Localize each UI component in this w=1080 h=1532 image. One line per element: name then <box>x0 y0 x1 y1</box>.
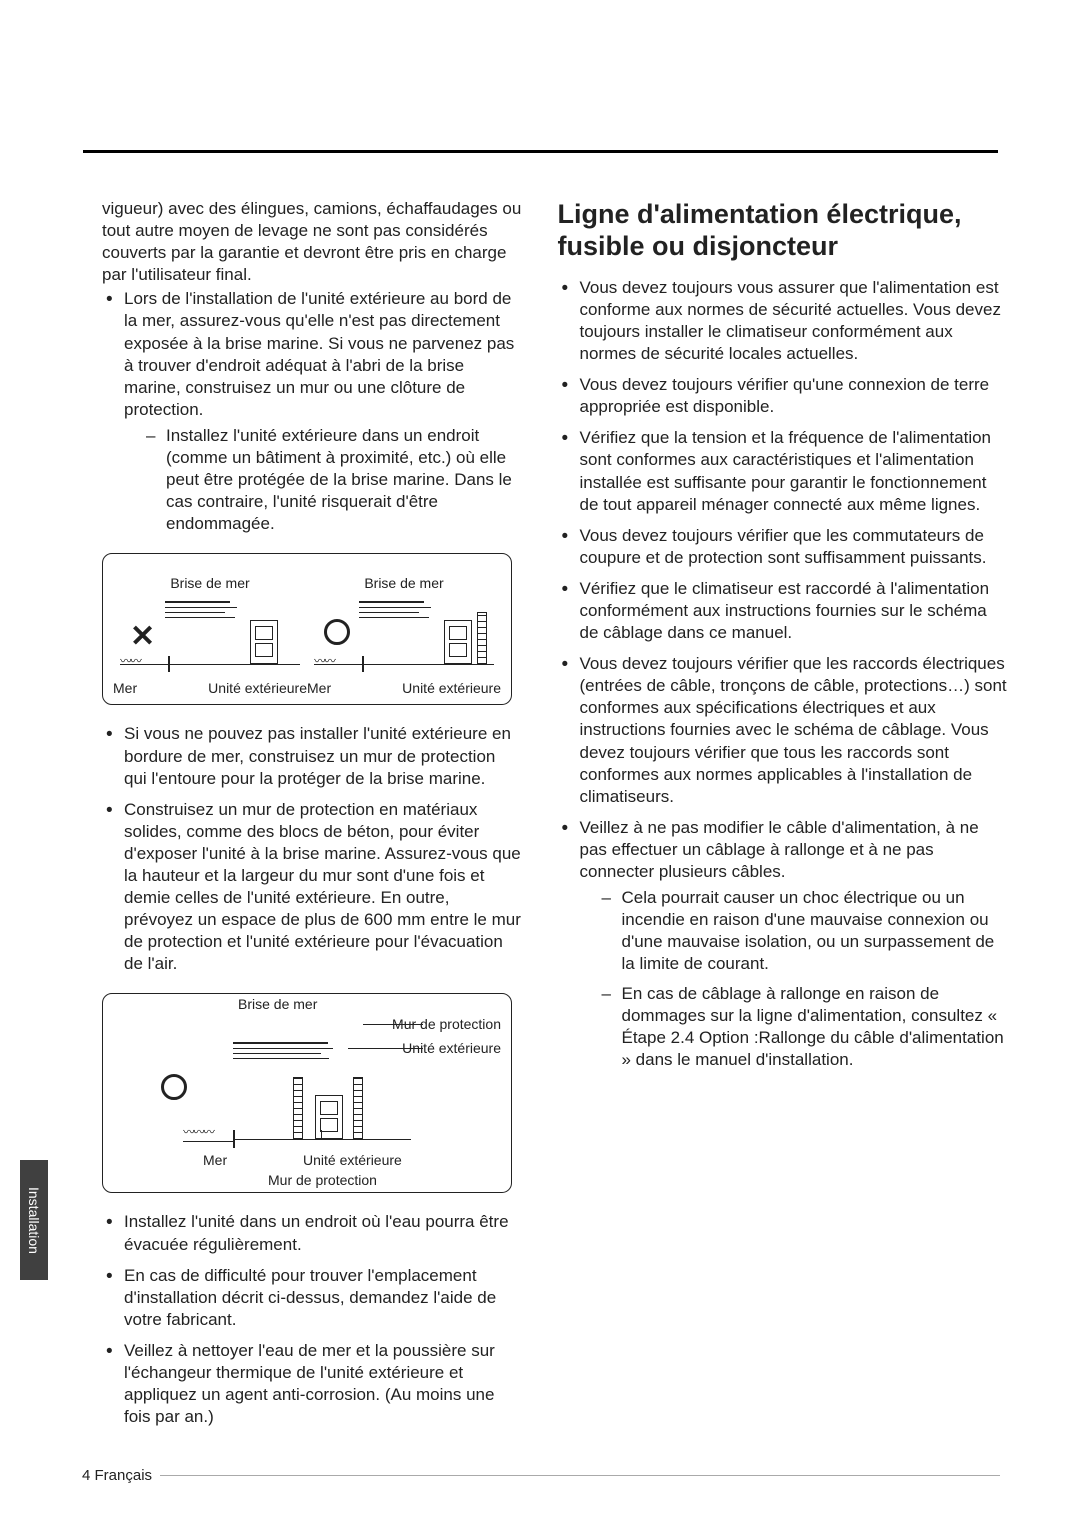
dash-item: En cas de câblage à rallonge en raison d… <box>602 983 1011 1071</box>
bullet-text: Lors de l'installation de l'unité extéri… <box>124 289 514 418</box>
section-tab-label: Installation <box>26 1187 42 1254</box>
content-columns: vigueur) avec des élingues, camions, éch… <box>70 198 1010 1437</box>
wind-lines-icon <box>165 601 235 622</box>
outdoor-unit-icon <box>250 620 278 664</box>
bullet-item: Vous devez toujours vérifier qu'une conn… <box>558 374 1011 418</box>
right-column: Ligne d'alimentation électrique, fusible… <box>558 198 1011 1437</box>
bullet-item: Veillez à nettoyer l'eau de mer et la po… <box>102 1340 523 1428</box>
bullet-item: Installez l'unité dans un endroit où l'e… <box>102 1211 523 1255</box>
dash-item: Installez l'unité extérieure dans un end… <box>146 425 523 535</box>
protection-wall-icon <box>353 1077 363 1139</box>
left-bullets-1: Lors de l'installation de l'unité extéri… <box>70 288 523 535</box>
wind-lines-icon <box>359 601 429 622</box>
bullet-item: Si vous ne pouvez pas installer l'unité … <box>102 723 523 789</box>
label-brise: Brise de mer <box>170 575 249 591</box>
protection-wall-icon <box>477 612 487 664</box>
left-dash-1: Installez l'unité extérieure dans un end… <box>124 425 523 535</box>
bullet-item: En cas de difficulté pour trouver l'empl… <box>102 1265 523 1331</box>
page-footer: 4 Français <box>82 1467 152 1484</box>
bullet-item: Veillez à ne pas modifier le câble d'ali… <box>558 817 1011 1071</box>
bullet-item: Vous devez toujours vérifier que les rac… <box>558 653 1011 808</box>
sea-icon: 〰〰 <box>314 655 362 665</box>
bullet-text: Veillez à ne pas modifier le câble d'ali… <box>580 818 979 881</box>
outdoor-unit-icon <box>444 620 472 664</box>
outdoor-unit-icon <box>315 1095 343 1139</box>
label-brise: Brise de mer <box>364 575 443 591</box>
label-mur: Mur de protection <box>268 1172 377 1188</box>
bullet-item: Vous devez toujours vérifier que les com… <box>558 525 1011 569</box>
section-heading: Ligne d'alimentation électrique, fusible… <box>558 198 1011 263</box>
bullet-item: Lors de l'installation de l'unité extéri… <box>102 288 523 535</box>
sea-icon: 〰〰 <box>120 655 168 665</box>
bullet-item: Vous devez toujours vous assurer que l'a… <box>558 277 1011 365</box>
circle-mark-icon <box>324 619 350 645</box>
page-number: 4 <box>82 1467 90 1484</box>
label-unit: Unité extérieure <box>402 680 501 696</box>
label-unit: Unité extérieure <box>208 680 307 696</box>
sea-icon: 〰〰〰 <box>183 1123 233 1142</box>
diagram-sea-breeze-comparison: Brise de mer ✕ 〰〰 Mer Unité extérieure <box>102 553 512 705</box>
left-bullets-3: Installez l'unité dans un endroit où l'e… <box>70 1211 523 1428</box>
dash-item: Cela pourrait causer un choc électrique … <box>602 887 1011 975</box>
section-tab: Installation <box>20 1160 48 1280</box>
intro-paragraph: vigueur) avec des élingues, camions, éch… <box>70 198 523 286</box>
wind-lines-icon <box>233 1042 333 1063</box>
header-divider <box>83 150 998 153</box>
left-column: vigueur) avec des élingues, camions, éch… <box>70 198 523 1437</box>
circle-mark-icon <box>161 1074 187 1100</box>
cross-mark-icon: ✕ <box>130 619 155 654</box>
label-mer: Mer <box>307 680 331 696</box>
left-bullets-2: Si vous ne pouvez pas installer l'unité … <box>70 723 523 975</box>
right-bullets: Vous devez toujours vous assurer que l'a… <box>558 277 1011 1071</box>
bullet-item: Construisez un mur de protection en maté… <box>102 799 523 976</box>
bullet-item: Vérifiez que le climatiseur est raccordé… <box>558 578 1011 644</box>
label-mer: Mer <box>113 680 137 696</box>
diagram-correct-setup: Brise de mer 〰〰 Mer Unité extérieure <box>307 575 501 696</box>
bullet-item: Vérifiez que la tension et la fréquence … <box>558 427 1011 515</box>
diagram-wall-protection: Brise de mer Mur de protection Unité ext… <box>102 993 512 1193</box>
diagram-wrong-setup: Brise de mer ✕ 〰〰 Mer Unité extérieure <box>113 575 307 696</box>
page-language: Français <box>95 1467 153 1484</box>
footer-divider <box>160 1475 1000 1476</box>
protection-wall-icon <box>293 1077 303 1139</box>
label-brise: Brise de mer <box>238 996 317 1012</box>
right-dash: Cela pourrait causer un choc électrique … <box>580 887 1011 1071</box>
